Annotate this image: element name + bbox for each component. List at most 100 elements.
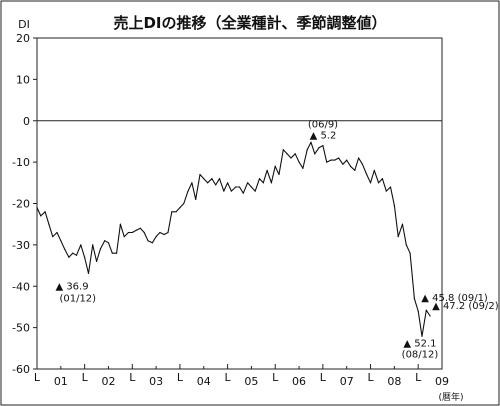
data-point bbox=[334, 159, 336, 161]
data-point bbox=[107, 242, 110, 244]
x-tick-label: 06 bbox=[292, 375, 306, 388]
data-point bbox=[238, 186, 241, 188]
data-point bbox=[104, 240, 106, 242]
annotation-date: (08/12) bbox=[402, 349, 439, 360]
x-tick-label: 02 bbox=[101, 375, 115, 388]
data-point bbox=[322, 144, 324, 147]
data-point bbox=[159, 231, 161, 234]
data-point bbox=[342, 163, 344, 165]
data-point bbox=[95, 260, 98, 263]
data-point bbox=[218, 178, 221, 180]
x-minor-tick-label: L bbox=[129, 371, 136, 384]
data-point bbox=[306, 149, 308, 151]
data-point bbox=[226, 182, 229, 184]
x-tick-label: 08 bbox=[387, 375, 401, 388]
data-point bbox=[135, 229, 137, 231]
data-point bbox=[354, 169, 356, 171]
data-point bbox=[92, 244, 94, 246]
x-minor-tick-label: L bbox=[82, 371, 89, 384]
data-point bbox=[48, 223, 50, 225]
data-point bbox=[235, 186, 237, 188]
data-point bbox=[131, 231, 133, 234]
x-minor-tick-label: L bbox=[320, 371, 327, 384]
data-point bbox=[254, 190, 256, 192]
data-point bbox=[139, 227, 141, 229]
data-point bbox=[318, 147, 320, 149]
data-point bbox=[298, 161, 300, 163]
y-tick-label: -30 bbox=[12, 239, 30, 252]
data-point bbox=[409, 252, 411, 254]
x-minor-tick-label: L bbox=[367, 371, 374, 384]
data-point bbox=[155, 236, 157, 238]
data-point bbox=[143, 231, 145, 234]
annotation-value: ▲ 36.9 bbox=[55, 281, 88, 292]
data-point bbox=[247, 182, 249, 184]
data-point bbox=[183, 202, 185, 205]
data-point bbox=[378, 182, 380, 184]
data-point bbox=[278, 173, 280, 176]
data-point bbox=[326, 161, 328, 163]
data-point bbox=[381, 178, 384, 180]
x-minor-tick-label: L bbox=[177, 371, 184, 384]
x-tick-label: 07 bbox=[340, 375, 354, 388]
y-tick-label: 0 bbox=[23, 115, 30, 128]
data-point bbox=[282, 149, 284, 151]
y-tick-label: -50 bbox=[12, 322, 30, 335]
data-point bbox=[115, 252, 118, 254]
y-tick-label: 20 bbox=[16, 32, 30, 45]
data-point bbox=[294, 153, 296, 155]
data-point bbox=[286, 153, 288, 155]
data-point bbox=[80, 244, 82, 246]
x-tick-label: 03 bbox=[149, 375, 163, 388]
x-tick-label: 09 bbox=[435, 375, 449, 388]
annotation-value: ▲ 45.8 (09/1) bbox=[421, 293, 488, 304]
data-point bbox=[361, 163, 364, 165]
annotation-layer: ▲ 36.9(01/12) ▲ 5.2(06/9) ▲ 52.1(08/12) ▲ 4… bbox=[55, 119, 498, 360]
annotation-date: (06/9) bbox=[308, 119, 338, 130]
data-point bbox=[163, 233, 165, 236]
data-point bbox=[211, 178, 213, 180]
data-point bbox=[191, 182, 193, 184]
data-point bbox=[40, 215, 42, 217]
data-point bbox=[397, 236, 399, 238]
data-point bbox=[393, 204, 395, 207]
data-point bbox=[151, 242, 153, 244]
data-point bbox=[373, 169, 375, 171]
data-point bbox=[179, 207, 181, 209]
data-point bbox=[290, 157, 292, 159]
x-minor-tick-label: L bbox=[415, 371, 422, 384]
data-point bbox=[171, 211, 173, 213]
y-unit-label: DI bbox=[18, 18, 30, 31]
annotation-value: ▲ 47.2 (09/2) bbox=[432, 301, 499, 312]
data-point bbox=[60, 240, 62, 242]
x-unit-label: (暦年) bbox=[438, 391, 463, 403]
data-point bbox=[230, 190, 232, 192]
annotation-value: ▲ 52.1 bbox=[403, 338, 436, 349]
data-point bbox=[44, 211, 46, 213]
data-point bbox=[258, 178, 261, 180]
data-point bbox=[64, 248, 66, 250]
data-point bbox=[425, 309, 427, 311]
data-point bbox=[385, 190, 387, 192]
data-point bbox=[369, 182, 372, 184]
data-point bbox=[389, 186, 392, 188]
data-point bbox=[175, 211, 177, 213]
data-point bbox=[199, 173, 201, 176]
data-point bbox=[349, 165, 352, 167]
data-point bbox=[346, 159, 348, 161]
data-point bbox=[429, 315, 431, 317]
data-point bbox=[314, 153, 316, 155]
x-minor-tick-label: L bbox=[225, 371, 232, 384]
annotation-date: (01/12) bbox=[59, 293, 96, 304]
y-tick-label: -10 bbox=[12, 156, 30, 169]
x-tick-label: 05 bbox=[244, 375, 258, 388]
data-point bbox=[56, 231, 58, 234]
series-line bbox=[36, 141, 431, 337]
data-point bbox=[123, 236, 125, 238]
data-point bbox=[111, 252, 113, 254]
annotation-value: ▲ 5.2 bbox=[310, 130, 337, 141]
data-point bbox=[401, 223, 404, 225]
data-point bbox=[84, 256, 86, 258]
data-point bbox=[270, 182, 273, 184]
